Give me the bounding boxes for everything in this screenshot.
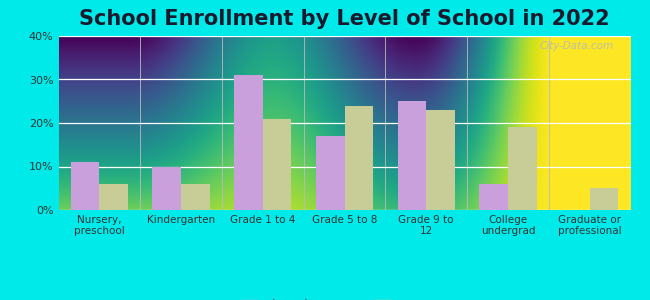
Bar — [508, 127, 536, 210]
Bar — [479, 184, 508, 210]
Title: School Enrollment by Level of School in 2022: School Enrollment by Level of School in … — [79, 9, 610, 29]
Bar — [153, 167, 181, 210]
Bar — [398, 101, 426, 210]
Bar — [263, 118, 291, 210]
Bar — [426, 110, 455, 210]
Bar — [344, 106, 373, 210]
Bar — [181, 184, 210, 210]
Bar — [316, 136, 344, 210]
Bar — [234, 75, 263, 210]
Bar — [99, 184, 128, 210]
Legend: Zip code 59213, Montana: Zip code 59213, Montana — [235, 294, 454, 300]
Bar — [71, 162, 99, 210]
Bar — [590, 188, 618, 210]
Text: City-Data.com: City-Data.com — [540, 41, 614, 51]
